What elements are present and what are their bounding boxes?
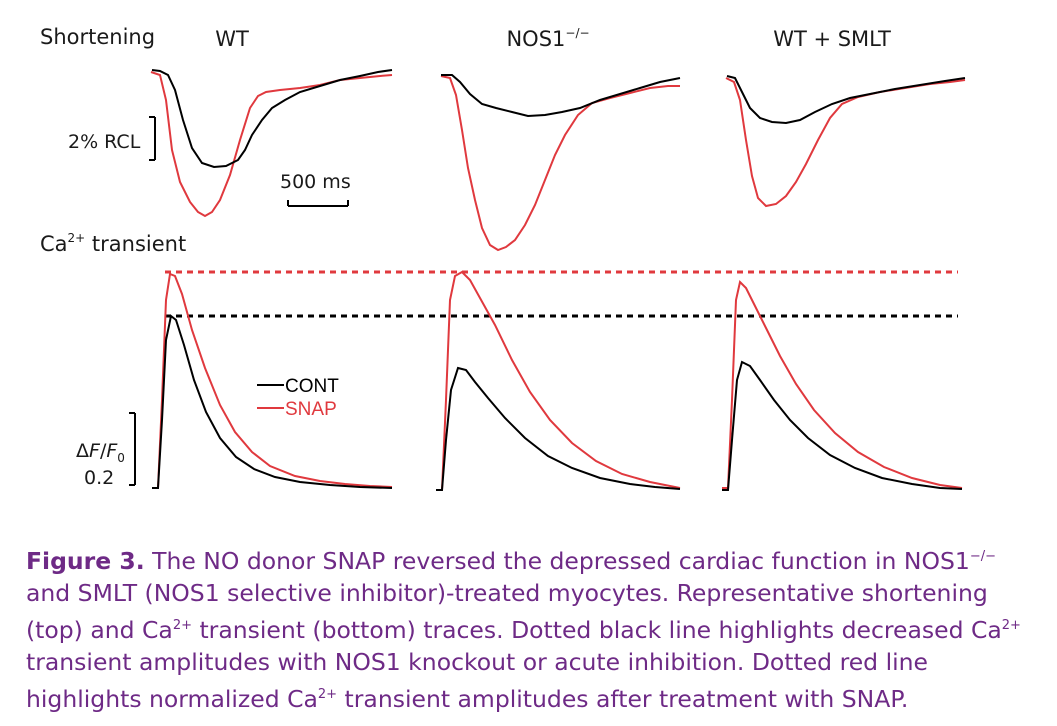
df-scale-value: 0.2: [84, 467, 114, 489]
panel-title-nos1-ko: NOS1−/−: [506, 26, 589, 51]
wt-ca-snap-trace: [152, 272, 393, 489]
legend-cont-label: CONT: [285, 376, 339, 397]
nos1-ca-snap-trace: [436, 270, 681, 491]
caption-text-4: transient amplitudes with NOS1 knockout …: [26, 648, 928, 713]
figure-panel: Shortening Ca2+ transient WT NOS1−/− WT …: [40, 25, 966, 491]
smlt-ca-snap-trace: [722, 280, 963, 489]
rcl-scale-bar: [149, 116, 156, 161]
ca-transient-row-label: Ca2+ transient: [40, 231, 186, 256]
legend-snap-label: SNAP: [285, 399, 337, 420]
smlt-shortening-cont-trace: [726, 75, 966, 125]
shortening-row-label: Shortening: [40, 25, 155, 49]
panel-title-wt-smlt: WT + SMLT: [773, 27, 891, 51]
caption-sup-2: 2+: [172, 617, 192, 633]
df-scale-label: ΔF/F0: [76, 440, 125, 465]
smlt-ca-cont-trace: [722, 360, 963, 491]
caption-text-1: The NO donor SNAP reversed the depressed…: [144, 546, 970, 575]
rcl-scale-label: 2% RCL: [68, 131, 141, 153]
caption-text-3: transient (bottom) traces. Dotted black …: [191, 615, 1002, 644]
legend: CONT SNAP: [257, 376, 339, 420]
wt-ca-cont-trace: [152, 314, 393, 489]
caption-sup-4: 2+: [317, 686, 338, 702]
df-scale-bar: [129, 412, 136, 486]
caption-figure-label: Figure 3.: [26, 546, 145, 575]
figure-caption: Figure 3. The NO donor SNAP reversed the…: [26, 541, 1036, 715]
nos1-ca-cont-trace: [436, 366, 681, 491]
caption-text-2: and SMLT (NOS1 selective inhibitor)-trea…: [26, 579, 988, 644]
wt-shortening-cont-trace: [151, 69, 393, 169]
wt-shortening-snap-trace: [150, 71, 393, 218]
smlt-shortening-snap-trace: [725, 77, 966, 208]
time-scale-label: 500 ms: [280, 171, 351, 193]
nos1-shortening-cont-trace: [441, 74, 681, 118]
caption-sup-3: 2+: [1001, 617, 1021, 633]
caption-sup-1: −/−: [969, 549, 997, 564]
caption-text-5: transient amplitudes after treatment wit…: [337, 684, 909, 713]
time-scale-bar: [287, 200, 349, 207]
nos1-shortening-snap-trace: [440, 75, 680, 252]
panel-title-wt: WT: [215, 27, 249, 51]
